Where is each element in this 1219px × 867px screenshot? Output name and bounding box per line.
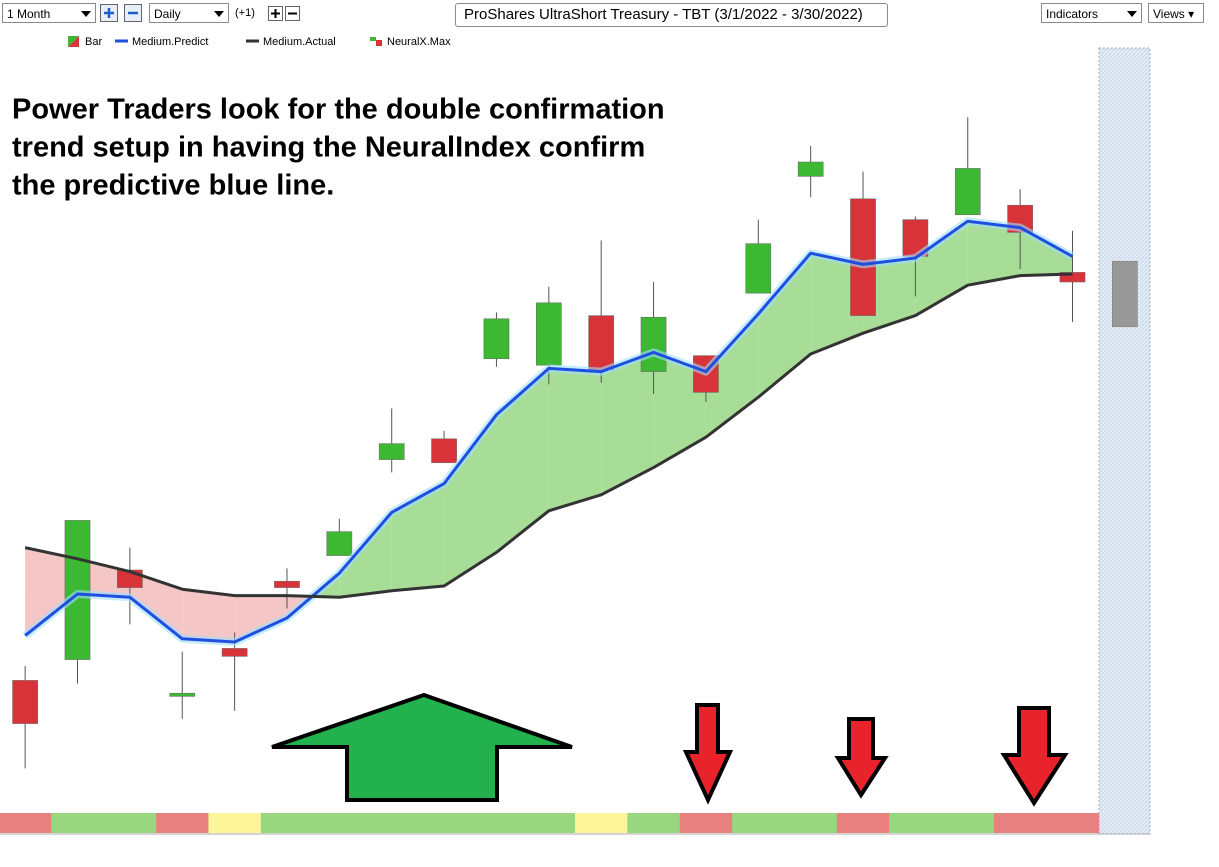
spread-fill bbox=[967, 221, 1021, 286]
legend-label: NeuralX.Max bbox=[387, 36, 451, 48]
candle-body bbox=[902, 219, 929, 257]
spread-fill bbox=[548, 368, 602, 511]
down-arrow bbox=[1000, 706, 1069, 807]
spread-fill bbox=[444, 414, 497, 586]
legend-label: Medium.Actual bbox=[263, 36, 336, 48]
spread-fill bbox=[601, 352, 654, 495]
candle-body bbox=[535, 302, 562, 366]
spread-fill bbox=[391, 483, 445, 591]
neural-segment bbox=[470, 813, 524, 833]
offset-plus[interactable] bbox=[268, 6, 283, 21]
spread-fill bbox=[915, 221, 968, 316]
neural-segment bbox=[365, 813, 419, 833]
candle-body bbox=[1007, 204, 1033, 233]
legend-icon bbox=[370, 37, 376, 41]
legend-icon bbox=[68, 36, 79, 47]
spread-fill bbox=[312, 573, 340, 598]
candle-body bbox=[483, 318, 510, 360]
spread-fill bbox=[234, 595, 287, 642]
candle-body bbox=[640, 316, 667, 372]
legend-label: Medium.Predict bbox=[132, 36, 208, 48]
spread-fill bbox=[758, 253, 811, 398]
interval-select[interactable]: Daily bbox=[149, 3, 229, 23]
candle-body bbox=[954, 168, 981, 216]
neural-segment bbox=[679, 813, 733, 833]
views-label: Views bbox=[1153, 7, 1185, 21]
spread-fill bbox=[25, 547, 78, 636]
period-select[interactable]: 1 Month bbox=[2, 3, 96, 23]
views-menu[interactable]: Views ▾ bbox=[1148, 3, 1204, 23]
series-line bbox=[24, 272, 1073, 599]
neural-segment bbox=[1046, 813, 1100, 833]
spread-fill bbox=[1020, 227, 1073, 276]
series-line bbox=[24, 219, 1074, 644]
spread-fill bbox=[810, 253, 864, 354]
candle-body bbox=[1059, 272, 1086, 283]
annotation-line: the predictive blue line. bbox=[12, 170, 334, 202]
candle-body bbox=[588, 315, 615, 371]
arrows bbox=[271, 692, 1069, 807]
neural-segment bbox=[889, 813, 943, 833]
candle-body bbox=[221, 648, 248, 657]
up-arrow bbox=[271, 692, 573, 802]
down-arrow bbox=[834, 717, 889, 799]
neural-segment bbox=[156, 813, 209, 833]
annotation-line: trend setup in having the NeuralIndex co… bbox=[12, 132, 645, 164]
spread-fill bbox=[653, 352, 706, 468]
candle-body bbox=[274, 580, 300, 588]
zoom-out[interactable] bbox=[124, 4, 142, 22]
chart-title: ProShares UltraShort Treasury - TBT (3/1… bbox=[455, 3, 888, 27]
zoom-in[interactable] bbox=[100, 4, 118, 22]
spread-fill bbox=[705, 314, 759, 438]
forecast-body bbox=[1112, 260, 1138, 328]
spread-fill bbox=[286, 595, 313, 618]
neural-segment bbox=[993, 813, 1047, 833]
neural-segment bbox=[784, 813, 838, 833]
neural-segment bbox=[627, 813, 681, 833]
neural-segment bbox=[522, 813, 576, 833]
offset-label: (+1) bbox=[235, 7, 255, 19]
annotation-line: Power Traders look for the double confir… bbox=[12, 94, 665, 126]
spread-fill bbox=[129, 571, 183, 639]
legend-icon bbox=[376, 40, 382, 46]
indicators-menu[interactable]: Indicators bbox=[1041, 3, 1142, 23]
neural-segment bbox=[417, 813, 471, 833]
candle-body bbox=[378, 443, 405, 460]
down-arrow bbox=[682, 703, 734, 805]
neural-segment bbox=[941, 813, 995, 833]
neural-segment bbox=[732, 813, 785, 833]
neural-segment bbox=[0, 813, 52, 833]
neural-segment bbox=[313, 813, 367, 833]
candle-body bbox=[12, 680, 38, 724]
neural-segment bbox=[208, 813, 262, 833]
forecast-zone bbox=[1098, 47, 1151, 835]
candle-body bbox=[431, 438, 457, 464]
offset-minus[interactable] bbox=[285, 6, 300, 21]
candle-body bbox=[797, 161, 824, 177]
neural-segment bbox=[836, 813, 890, 833]
candle-body bbox=[745, 243, 772, 294]
neural-segment bbox=[51, 813, 105, 833]
spread-fill bbox=[496, 368, 549, 553]
legend-icon bbox=[68, 36, 79, 47]
candle-body bbox=[64, 520, 91, 660]
neural-segment bbox=[575, 813, 628, 833]
line-glow bbox=[22, 217, 1075, 646]
candle-body bbox=[169, 692, 196, 697]
neural-segment bbox=[103, 813, 157, 833]
candle-body bbox=[326, 531, 353, 556]
candle-body bbox=[117, 569, 143, 588]
spread-fill bbox=[77, 558, 130, 598]
spread-fill bbox=[339, 512, 392, 598]
neural-segment bbox=[260, 813, 314, 833]
spread-fill bbox=[182, 589, 235, 642]
spread-fill bbox=[863, 258, 916, 334]
candle-body bbox=[693, 355, 719, 393]
candle-body bbox=[850, 198, 876, 316]
legend-label: Bar bbox=[85, 36, 102, 48]
